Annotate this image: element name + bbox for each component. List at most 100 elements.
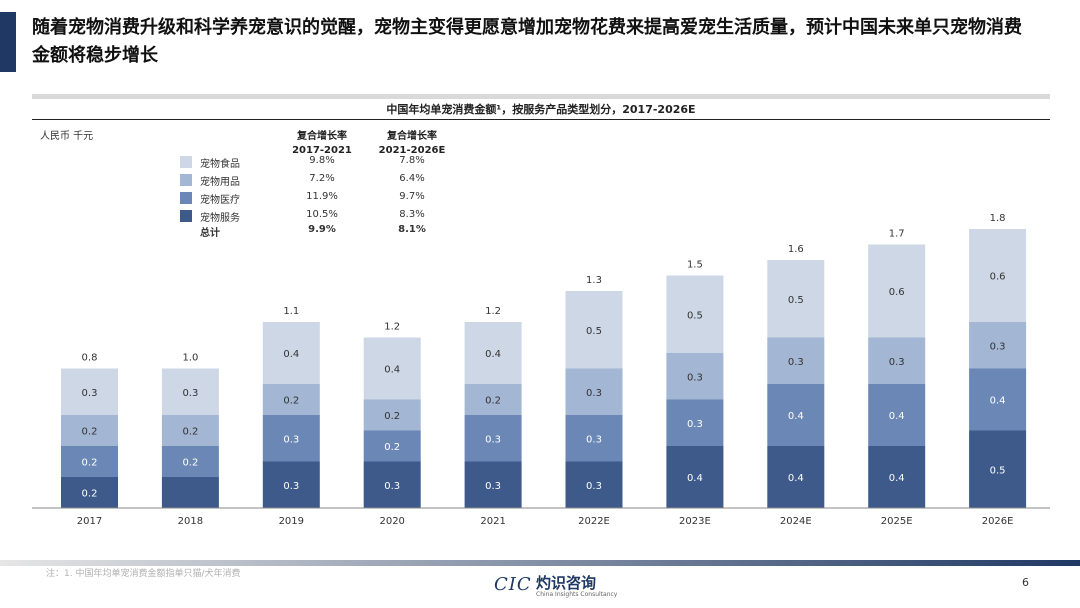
bar-segment [161, 477, 219, 508]
x-tick-label: 2026E [982, 516, 1014, 527]
stacked-bar-chart: 0.2 0.2 0.2 0.3 0.8 2017 0.2 0.2 0.3 1.0 2018 0.3 0.… [32, 213, 1050, 527]
data-label: 0.3 [485, 434, 501, 445]
bar-segment [565, 461, 623, 508]
total-label: 1.0 [182, 353, 198, 364]
logo-english-name: China Insights Consultancy [536, 591, 618, 598]
cagr-header-label: 复合增长率 [297, 131, 347, 142]
bar-segment [565, 291, 623, 369]
data-label: 0.4 [384, 365, 400, 376]
cagr-value: 7.2% [309, 173, 335, 184]
chart-top-band [32, 94, 1050, 99]
data-label: 0.3 [182, 388, 198, 399]
data-label: 0.4 [889, 473, 905, 484]
data-label: 0.3 [283, 481, 299, 492]
cagr-value: 9.9% [308, 224, 336, 235]
bar-segment [767, 260, 825, 338]
bar-segment [61, 368, 118, 415]
bar-segment [666, 399, 724, 446]
x-tick-label: 2021 [480, 516, 505, 527]
data-label: 0.3 [990, 341, 1006, 352]
cagr-value: 6.4% [399, 173, 425, 184]
bar-segment [161, 446, 219, 477]
bar-segment [969, 229, 1027, 322]
bar-segment [868, 244, 926, 338]
bar-segment [565, 415, 623, 462]
bar-segment [61, 446, 118, 477]
x-tick-label: 2022E [578, 516, 610, 527]
data-label: 0.3 [788, 357, 804, 368]
total-label: 1.2 [384, 322, 400, 333]
bar-segment [767, 337, 825, 384]
data-label: 0.2 [384, 411, 400, 422]
cagr-value: 11.9% [306, 191, 338, 202]
data-label: 0.2 [182, 458, 198, 469]
data-label: 0.2 [485, 396, 501, 407]
data-label: 0.6 [889, 287, 905, 298]
data-label: 0.4 [788, 473, 804, 484]
total-label: 1.1 [283, 306, 299, 317]
data-label: 0.3 [687, 419, 703, 430]
data-label: 0.3 [485, 481, 501, 492]
bar-segment [464, 384, 522, 415]
data-label: 0.4 [889, 411, 905, 422]
total-label: 1.8 [990, 213, 1006, 224]
data-label: 0.6 [990, 272, 1006, 283]
cagr-header-label: 复合增长率 [387, 131, 437, 142]
bar-segment [666, 275, 724, 353]
data-label: 0.2 [82, 489, 98, 500]
bar-segment [969, 322, 1027, 369]
legend-swatch [180, 210, 192, 222]
x-tick-label: 2017 [77, 516, 102, 527]
bar-segment [969, 368, 1027, 431]
legend-label: 总计 [200, 228, 220, 239]
data-label: 0.3 [889, 357, 905, 368]
data-label: 0.3 [384, 481, 400, 492]
x-tick-label: 2020 [379, 516, 404, 527]
cagr-header-2021-2026: 复合增长率 2021-2026E [367, 130, 457, 158]
data-label: 0.4 [485, 349, 501, 360]
bar-segment [262, 384, 320, 415]
data-label: 0.5 [990, 465, 1006, 476]
data-label: 0.2 [384, 442, 400, 453]
total-label: 0.8 [82, 353, 98, 364]
bar-segment [363, 430, 421, 462]
data-label: 0.3 [82, 388, 98, 399]
chart-title-rule [32, 119, 1050, 120]
bar-segment [161, 415, 219, 446]
cagr-value: 8.3% [399, 209, 425, 220]
bar-segment [363, 399, 421, 431]
data-label: 0.3 [283, 434, 299, 445]
bar-segment [868, 446, 926, 508]
data-label: 0.5 [586, 326, 602, 337]
legend-swatch [180, 156, 192, 168]
legend-label: 宠物用品 [200, 177, 240, 188]
total-label: 1.3 [586, 275, 602, 286]
legend-swatch [180, 192, 192, 204]
bar-segment [61, 415, 118, 446]
bar-segment [262, 415, 320, 462]
cagr-value: 9.8% [309, 155, 335, 166]
data-label: 0.2 [82, 427, 98, 438]
unit-label: 人民币 千元 [40, 131, 94, 142]
logo-mark: CIC [494, 574, 532, 595]
data-label: 0.2 [283, 396, 299, 407]
legend-label: 宠物医疗 [200, 195, 240, 206]
data-label: 0.4 [687, 473, 703, 484]
data-label: 0.3 [586, 388, 602, 399]
legend-label: 宠物食品 [200, 159, 240, 170]
bar-segment [767, 446, 825, 508]
bar-segment [61, 477, 118, 508]
bar-segment [161, 368, 219, 415]
footnote: 注：1. 中国年均单宠消费金额指单只猫/犬年消费 [46, 569, 241, 579]
cagr-header-2017-2021: 复合增长率 2017-2021 [277, 130, 367, 158]
data-label: 0.3 [586, 434, 602, 445]
bar-segment [666, 353, 724, 400]
bar-segment [262, 461, 320, 508]
slide-headline: 随着宠物消费升级和科学养宠意识的觉醒，宠物主变得更愿意增加宠物花费来提高爱宠生活… [32, 17, 1022, 66]
title-accent-bar [0, 12, 16, 72]
bar-segment [868, 384, 926, 446]
data-label: 0.2 [82, 458, 98, 469]
cagr-value: 9.7% [399, 191, 425, 202]
data-label: 0.4 [990, 396, 1006, 407]
page-number: 6 [1022, 576, 1029, 589]
